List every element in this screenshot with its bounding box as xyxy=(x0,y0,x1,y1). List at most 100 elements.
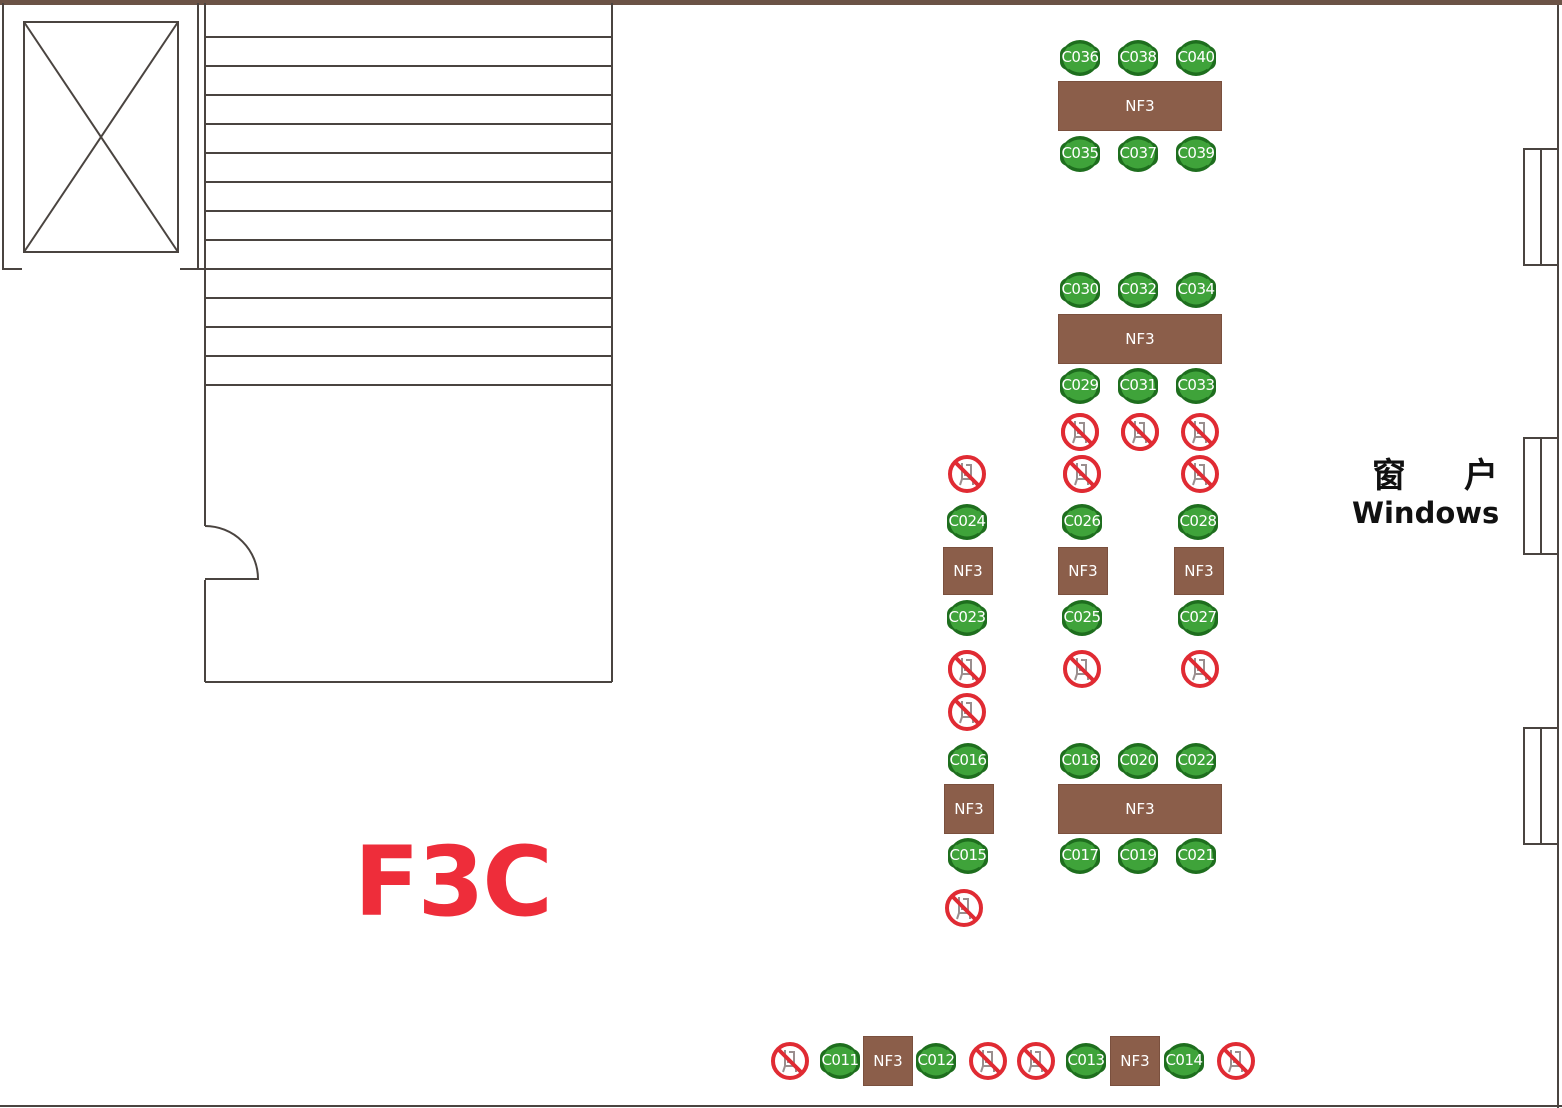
seat-c015[interactable]: C015 xyxy=(946,836,990,876)
window-label-en: Windows xyxy=(1352,496,1500,530)
seat-label: C012 xyxy=(917,1051,955,1069)
no-seat-icon xyxy=(969,1042,1007,1080)
table-c013-c014: NF3 xyxy=(1110,1036,1160,1086)
window-bottom xyxy=(1523,727,1559,845)
table-label: NF3 xyxy=(1120,1052,1150,1070)
seat-c016[interactable]: C016 xyxy=(946,741,990,781)
seat-c022[interactable]: C022 xyxy=(1174,741,1218,781)
seat-label: C019 xyxy=(1119,846,1157,864)
blocked-seat-19 xyxy=(1061,453,1103,495)
seat-c028[interactable]: C028 xyxy=(1176,502,1220,542)
seat-label: C032 xyxy=(1119,280,1157,298)
seat-c014[interactable]: C014 xyxy=(1162,1041,1206,1081)
door xyxy=(204,525,260,580)
seat-label: C030 xyxy=(1061,280,1099,298)
no-seat-icon xyxy=(948,455,986,493)
seat-c021[interactable]: C021 xyxy=(1174,836,1218,876)
seat-label: C023 xyxy=(948,608,986,626)
table-label: NF3 xyxy=(1125,800,1155,818)
no-seat-icon xyxy=(771,1042,809,1080)
seat-c033[interactable]: C033 xyxy=(1174,366,1218,406)
seat-label: C014 xyxy=(1165,1051,1203,1069)
table-label: NF3 xyxy=(1184,562,1214,580)
seat-c039[interactable]: C039 xyxy=(1174,134,1218,174)
seat-c017[interactable]: C017 xyxy=(1058,836,1102,876)
seat-c029[interactable]: C029 xyxy=(1058,366,1102,406)
seat-label: C038 xyxy=(1119,48,1157,66)
seat-c024[interactable]: C024 xyxy=(945,502,989,542)
seat-label: C018 xyxy=(1061,751,1099,769)
seat-c035[interactable]: C035 xyxy=(1058,134,1102,174)
seat-label: C029 xyxy=(1061,376,1099,394)
table-c017-c022: NF3 xyxy=(1058,784,1222,834)
blocked-seat-5 xyxy=(1179,453,1221,495)
table-c027-c028: NF3 xyxy=(1174,547,1224,595)
seat-label: C033 xyxy=(1177,376,1215,394)
staircase xyxy=(205,36,612,386)
seat-label: C021 xyxy=(1177,846,1215,864)
table-label: NF3 xyxy=(1068,562,1098,580)
elevator xyxy=(2,3,199,270)
blocked-seat-13 xyxy=(967,1040,1009,1082)
seat-label: C015 xyxy=(949,846,987,864)
seat-c030[interactable]: C030 xyxy=(1058,270,1102,310)
seat-c040[interactable]: C040 xyxy=(1174,38,1218,78)
seat-c034[interactable]: C034 xyxy=(1174,270,1218,310)
side-room xyxy=(204,3,613,683)
seat-label: C017 xyxy=(1061,846,1099,864)
table-c035-c040: NF3 xyxy=(1058,81,1222,131)
seat-c036[interactable]: C036 xyxy=(1058,38,1102,78)
no-seat-icon xyxy=(948,650,986,688)
no-seat-icon xyxy=(1217,1042,1255,1080)
table-label: NF3 xyxy=(1125,97,1155,115)
table-c015-c016: NF3 xyxy=(944,784,994,834)
no-seat-icon xyxy=(1181,413,1219,451)
seat-c011[interactable]: C011 xyxy=(818,1041,862,1081)
table-c023-c024: NF3 xyxy=(943,547,993,595)
blocked-seat-11 xyxy=(943,887,985,929)
seat-c019[interactable]: C019 xyxy=(1116,836,1160,876)
table-c011-c012: NF3 xyxy=(863,1036,913,1086)
window-label-cn: 窗户 xyxy=(1372,456,1556,496)
seat-c026[interactable]: C026 xyxy=(1060,502,1104,542)
no-seat-icon xyxy=(1181,650,1219,688)
seat-label: C027 xyxy=(1179,608,1217,626)
seat-label: C031 xyxy=(1119,376,1157,394)
seat-label: C025 xyxy=(1063,608,1101,626)
table-c025-c026: NF3 xyxy=(1058,547,1108,595)
seat-c032[interactable]: C032 xyxy=(1116,270,1160,310)
seat-c025[interactable]: C025 xyxy=(1060,598,1104,638)
room-label: F3C xyxy=(354,826,553,938)
no-seat-icon xyxy=(1063,455,1101,493)
seat-label: C013 xyxy=(1067,1051,1105,1069)
seat-c020[interactable]: C020 xyxy=(1116,741,1160,781)
seat-label: C011 xyxy=(821,1051,859,1069)
seat-c037[interactable]: C037 xyxy=(1116,134,1160,174)
seat-label: C028 xyxy=(1179,512,1217,530)
seat-label: C035 xyxy=(1061,144,1099,162)
seat-label: C016 xyxy=(949,751,987,769)
seat-c013[interactable]: C013 xyxy=(1064,1041,1108,1081)
seat-label: C022 xyxy=(1177,751,1215,769)
top-wall xyxy=(0,0,1562,5)
seat-c031[interactable]: C031 xyxy=(1116,366,1160,406)
table-label: NF3 xyxy=(873,1052,903,1070)
seat-label: C037 xyxy=(1119,144,1157,162)
seat-c023[interactable]: C023 xyxy=(945,598,989,638)
seat-c038[interactable]: C038 xyxy=(1116,38,1160,78)
no-seat-icon xyxy=(945,889,983,927)
seat-label: C040 xyxy=(1177,48,1215,66)
blocked-seat-16 xyxy=(1119,411,1161,453)
no-seat-icon xyxy=(1121,413,1159,451)
blocked-seat-17 xyxy=(1059,411,1101,453)
table-label: NF3 xyxy=(954,800,984,818)
seat-c027[interactable]: C027 xyxy=(1176,598,1220,638)
seat-c012[interactable]: C012 xyxy=(914,1041,958,1081)
seat-label: C024 xyxy=(948,512,986,530)
window-middle xyxy=(1523,437,1559,555)
blocked-seat-10 xyxy=(1179,648,1221,690)
seat-c018[interactable]: C018 xyxy=(1058,741,1102,781)
seat-label: C034 xyxy=(1177,280,1215,298)
